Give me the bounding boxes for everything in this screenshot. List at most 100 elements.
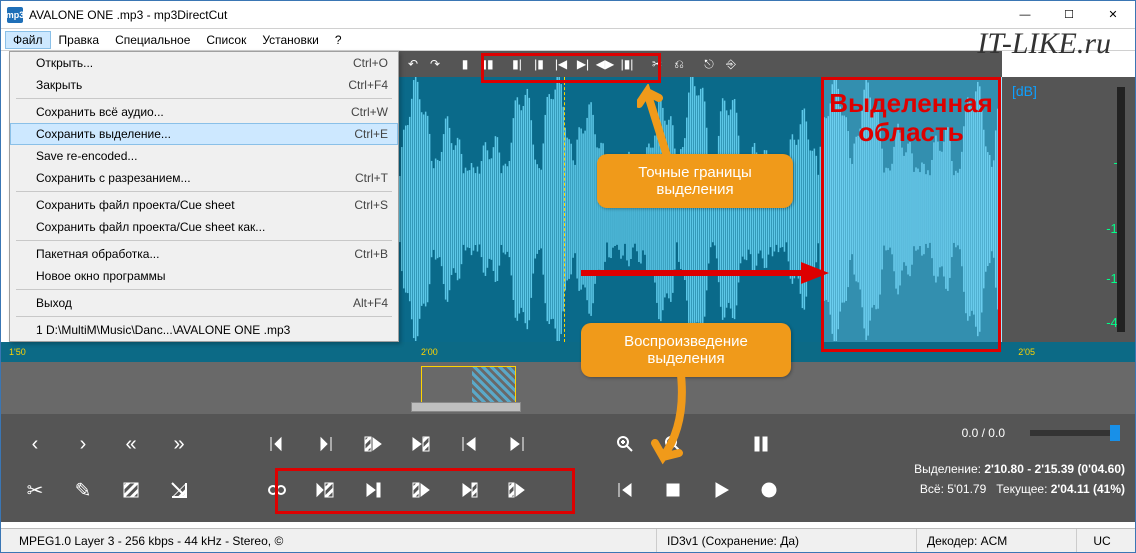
tb-rec-icon[interactable]: ▮ [455, 54, 475, 74]
timecode: 2'00 [421, 347, 438, 357]
next-button[interactable]: › [63, 427, 103, 461]
menu-item-shortcut: Ctrl+O [353, 56, 388, 70]
tb-divider [499, 54, 505, 74]
menu-item-5[interactable]: Save re-encoded... [10, 145, 398, 167]
tb-undo-icon[interactable]: ↶ [403, 54, 423, 74]
menu-item-shortcut: Ctrl+E [354, 127, 388, 141]
menu-file[interactable]: Файл [5, 31, 51, 49]
play-sel-end-button[interactable] [401, 427, 441, 461]
tb-selexp-icon[interactable]: |▮| [617, 54, 637, 74]
play-sel-begin-button[interactable] [353, 427, 393, 461]
maximize-button[interactable]: ☐ [1047, 1, 1091, 29]
menu-item-12[interactable]: Новое окно программы [10, 265, 398, 287]
forward-button[interactable]: » [159, 427, 199, 461]
status-id3: ID3v1 (Сохранение: Да) [657, 529, 917, 552]
tb-pause-icon[interactable]: ▮▮ [477, 54, 497, 74]
menu-item-9[interactable]: Сохранить файл проекта/Cue sheet как... [10, 216, 398, 238]
play-out-button[interactable] [497, 473, 537, 507]
play-button[interactable] [701, 473, 741, 507]
prev-button[interactable]: ‹ [15, 427, 55, 461]
tb-selend-icon[interactable]: |▮ [529, 54, 549, 74]
menu-item-label: 1 D:\MultiM\Music\Danc...\AVALONE ONE .m… [36, 323, 290, 337]
annot-callout-bounds: Точные границывыделения [597, 154, 793, 208]
tb-divider [639, 54, 645, 74]
menu-item-0[interactable]: Открыть...Ctrl+O [10, 52, 398, 74]
edit-button[interactable]: ✎ [63, 473, 103, 507]
watermark: IT-LIKE.ru [977, 27, 1111, 61]
play-from-button[interactable] [401, 473, 441, 507]
timecode: 1'50 [9, 347, 26, 357]
selection-info: Выделение: 2'10.80 - 2'15.39 (0'04.60) [914, 462, 1125, 476]
crop-button[interactable] [111, 473, 151, 507]
menu-item-shortcut: Ctrl+F4 [348, 78, 388, 92]
tb-selstart-icon[interactable]: ▮| [507, 54, 527, 74]
menu-item-11[interactable]: Пакетная обработка...Ctrl+B [10, 243, 398, 265]
menu-item-label: Сохранить файл проекта/Cue sheet [36, 198, 235, 212]
minimize-button[interactable]: — [1003, 1, 1047, 29]
menu-item-8[interactable]: Сохранить файл проекта/Cue sheet Ctrl+S [10, 194, 398, 216]
goto-start-button[interactable] [449, 427, 489, 461]
menu-item-1[interactable]: ЗакрытьCtrl+F4 [10, 74, 398, 96]
menu-item-shortcut: Ctrl+S [354, 198, 388, 212]
menu-item-label: Сохранить выделение... [36, 127, 171, 141]
sel-begin-button[interactable] [257, 427, 297, 461]
record-button[interactable] [749, 473, 789, 507]
close-button[interactable]: ✕ [1091, 1, 1135, 29]
menu-item-4[interactable]: Сохранить выделение... Ctrl+E [10, 123, 398, 145]
goto-end-button[interactable] [497, 427, 537, 461]
db-bar [1117, 87, 1125, 332]
title-bar: mp3 AVALONE ONE .mp3 - mp3DirectCut — ☐ … [1, 1, 1135, 29]
tb-join-icon[interactable]: ⎆ [721, 54, 741, 74]
skip-start-button[interactable] [605, 473, 645, 507]
menu-list[interactable]: Список [198, 31, 254, 49]
tb-seltostart-icon[interactable]: |◀ [551, 54, 571, 74]
menu-bar: Файл Правка Специальное Список Установки… [1, 29, 1135, 51]
menu-edit[interactable]: Правка [51, 31, 108, 49]
tb-selboth-icon[interactable]: ◀▶ [595, 54, 615, 74]
play-part-button[interactable] [353, 473, 393, 507]
tb-redo-icon[interactable]: ↷ [425, 54, 445, 74]
slider-thumb[interactable] [1110, 425, 1120, 441]
rewind-button[interactable]: « [111, 427, 151, 461]
menu-special[interactable]: Специальное [107, 31, 198, 49]
menu-help[interactable]: ? [327, 31, 350, 49]
overview-scroll-thumb[interactable] [411, 402, 521, 412]
normalize-button[interactable] [159, 473, 199, 507]
menu-item-14[interactable]: ВыходAlt+F4 [10, 292, 398, 314]
tb-trim2-icon[interactable]: ⎌ [669, 54, 689, 74]
tb-seltoend-icon[interactable]: ▶| [573, 54, 593, 74]
status-bar: MPEG1.0 Layer 3 - 256 kbps - 44 kHz - St… [1, 528, 1135, 552]
tb-split-icon[interactable]: ⎋ [699, 54, 719, 74]
pause-btn[interactable] [741, 427, 781, 461]
tb-divider [447, 54, 453, 74]
total-info: Всё: 5'01.79 Текущее: 2'04.11 (41%) [920, 482, 1125, 496]
play-cue-button[interactable] [449, 473, 489, 507]
menu-separator [16, 98, 392, 99]
menu-item-label: Сохранить всё аудио... [36, 105, 164, 119]
overview-strip[interactable] [1, 362, 1135, 414]
red-arrow-selection [581, 258, 831, 288]
sel-end-button[interactable] [305, 427, 345, 461]
playback-cursor [564, 77, 565, 342]
menu-item-label: Новое окно программы [36, 269, 166, 283]
loop-button[interactable] [257, 473, 297, 507]
play-intro-button[interactable] [305, 473, 345, 507]
app-window: mp3 AVALONE ONE .mp3 - mp3DirectCut — ☐ … [0, 0, 1136, 553]
annot-callout-play: Воспроизведениевыделения [581, 323, 791, 377]
annot-selection-label: Выделеннаяобласть [821, 89, 1001, 146]
stop-button[interactable] [653, 473, 693, 507]
volume-slider[interactable] [1030, 430, 1115, 436]
tb-trim1-icon[interactable]: ✂ [647, 54, 667, 74]
cut-button[interactable]: ✂ [15, 473, 55, 507]
menu-separator [16, 289, 392, 290]
menu-settings[interactable]: Установки [254, 31, 326, 49]
menu-item-3[interactable]: Сохранить всё аудио...Ctrl+W [10, 101, 398, 123]
zoom-in-button[interactable] [605, 427, 645, 461]
menu-item-6[interactable]: Сохранить с разрезанием...Ctrl+T [10, 167, 398, 189]
db-label: [dB] [1012, 83, 1129, 99]
time-display: 0.0 / 0.0 [962, 426, 1005, 440]
status-format: MPEG1.0 Layer 3 - 256 kbps - 44 kHz - St… [9, 529, 657, 552]
timecode: 2'05 [1018, 347, 1035, 357]
menu-item-16[interactable]: 1 D:\MultiM\Music\Danc...\AVALONE ONE .m… [10, 319, 398, 341]
transport-controls: ‹ › « » ✂ ✎ [1, 414, 1135, 522]
